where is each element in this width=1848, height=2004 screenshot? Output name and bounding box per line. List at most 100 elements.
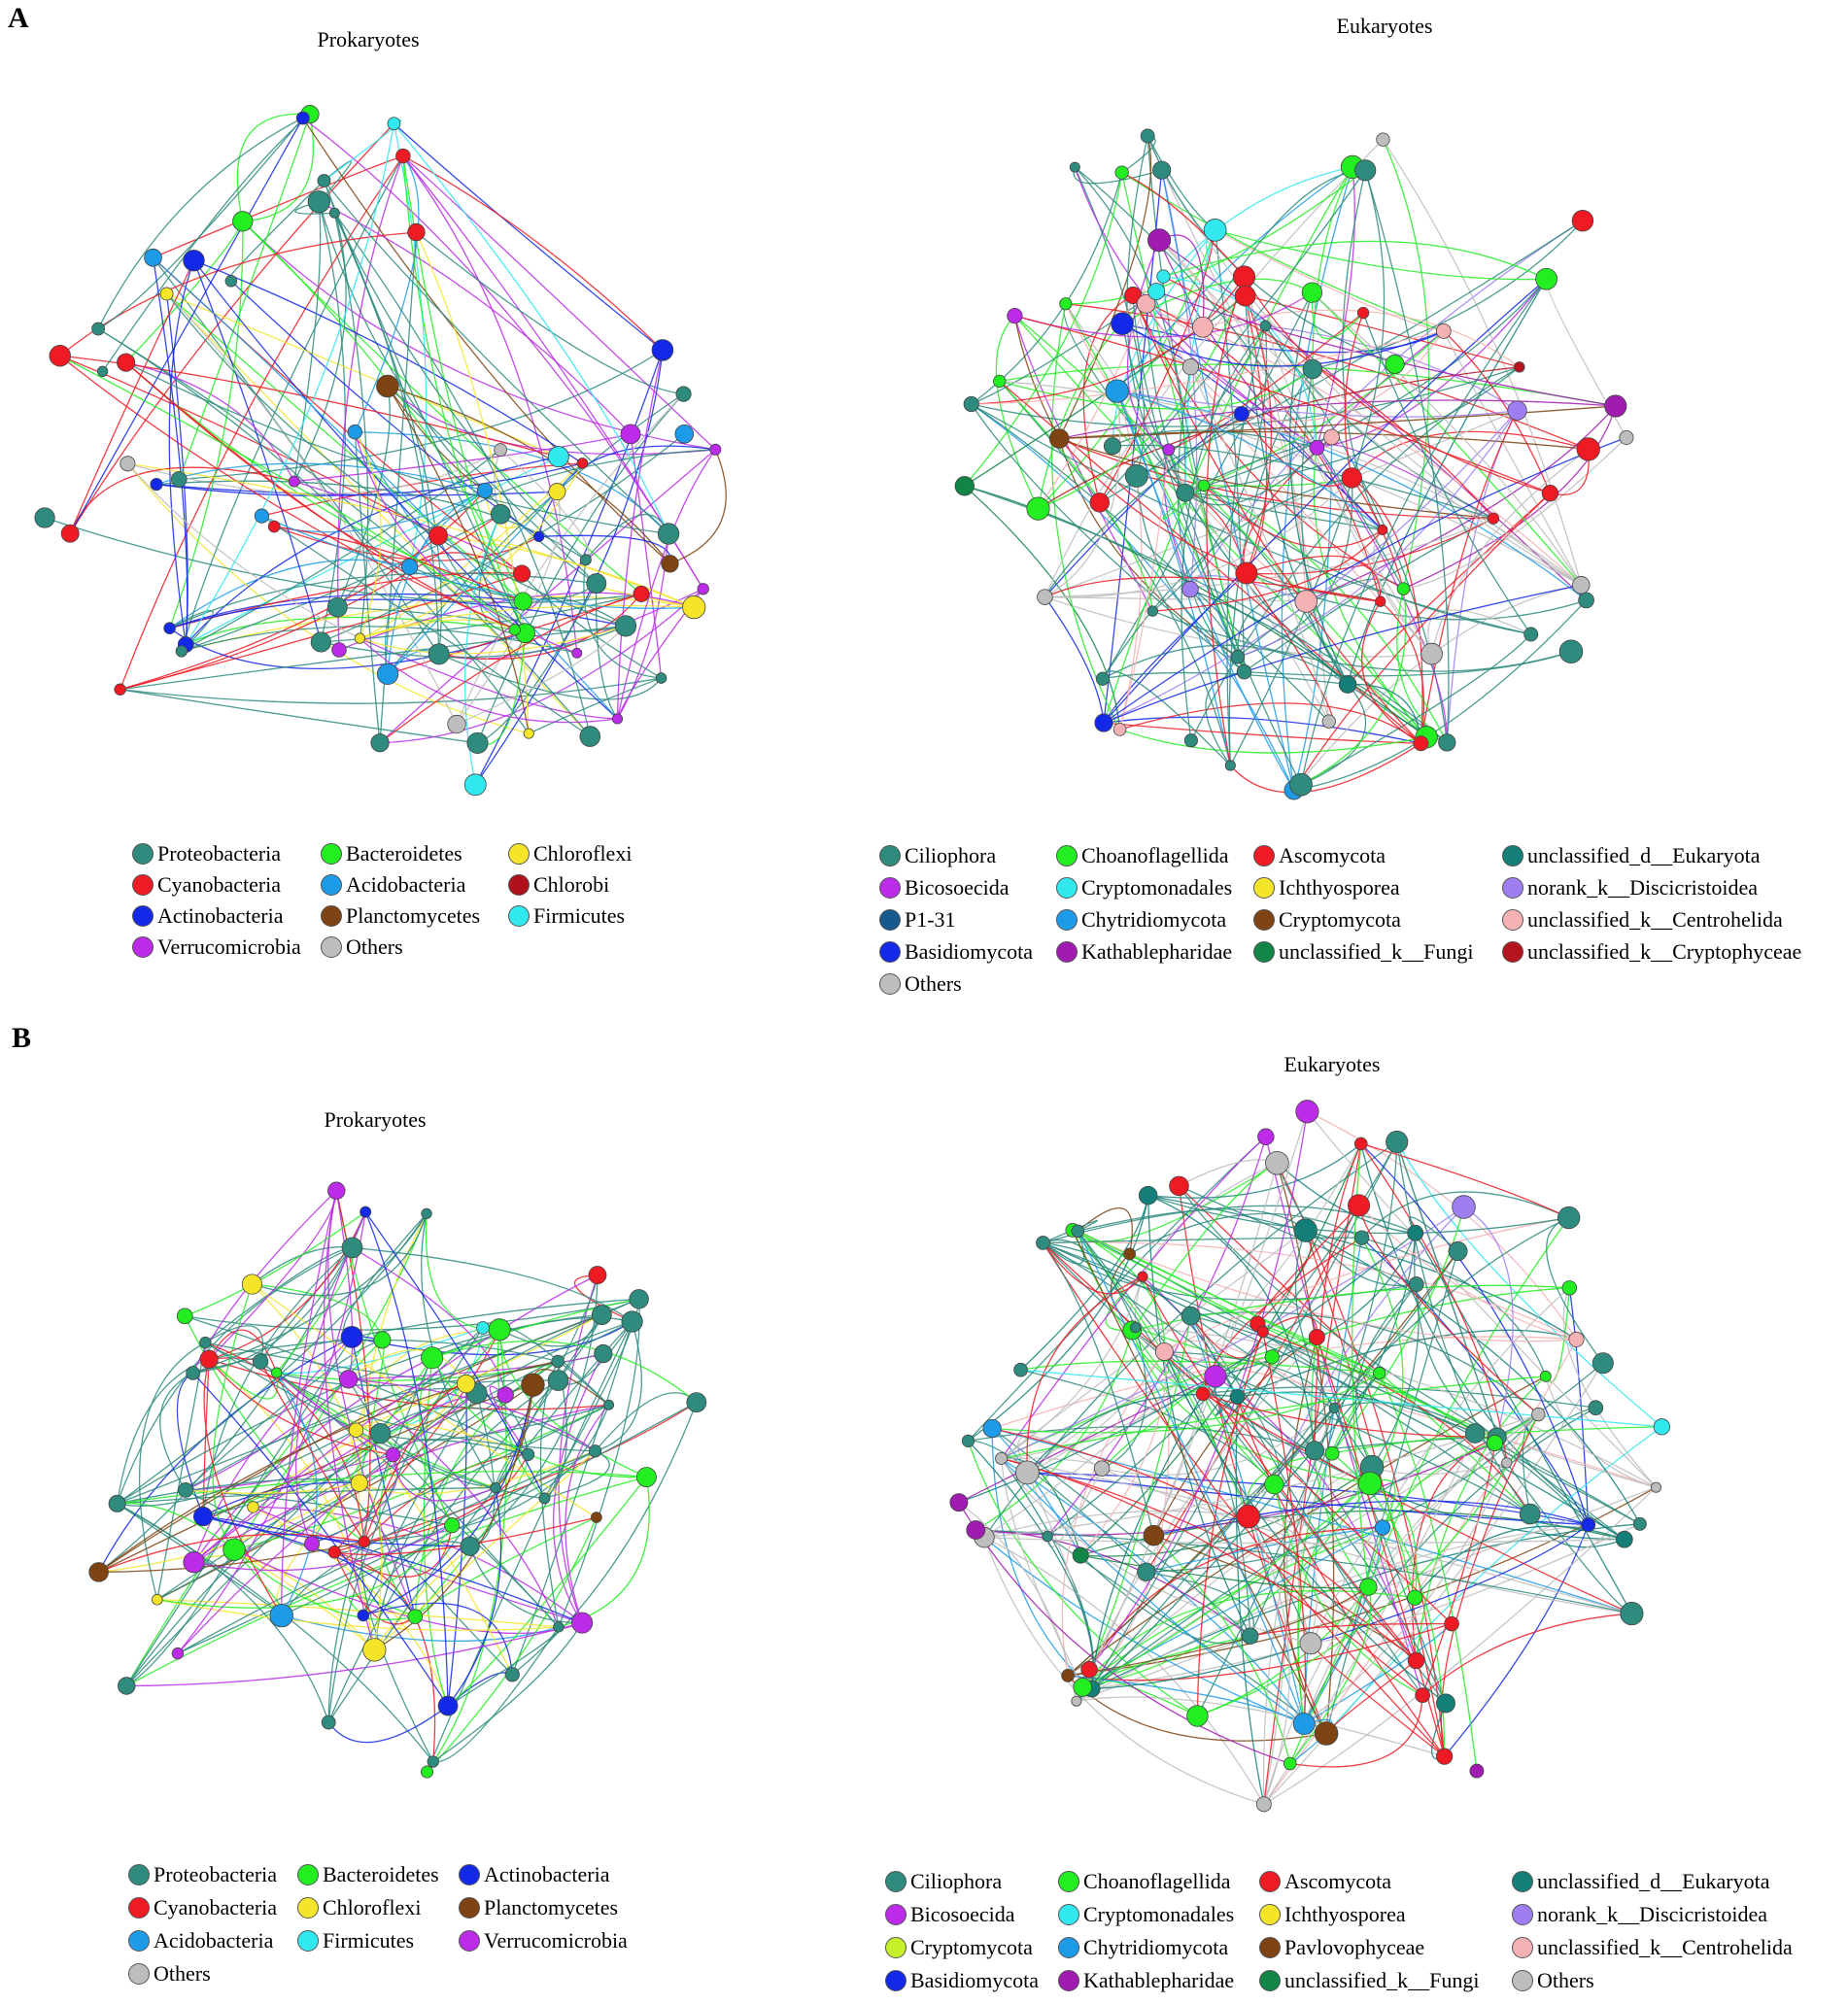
legend-a-prokaryotes: Proteobacteria Bacteroidetes Chloroflexi…	[132, 841, 657, 968]
network-node	[611, 713, 624, 725]
network-edge	[1163, 1351, 1447, 1704]
legend-item: Bacteroidetes	[321, 841, 462, 866]
network-edge	[1061, 1351, 1165, 1677]
network-node	[513, 592, 532, 611]
legend-b-eukaryotes: Ciliophora Choanoflagellida Ascomycota u…	[885, 1869, 1847, 2001]
network-edge	[426, 1321, 633, 1773]
network-node	[1094, 713, 1113, 732]
network-edge	[421, 1213, 496, 1488]
network-node	[1007, 307, 1023, 324]
network-edge	[1360, 1142, 1590, 1525]
network-edge	[156, 1599, 559, 1628]
legend-swatch	[459, 1897, 480, 1919]
network-node	[571, 1612, 594, 1634]
network-edge	[1076, 1523, 1589, 1702]
network-edge	[242, 221, 524, 602]
legend-item: norank_k__Discicristoidea	[1502, 875, 1758, 900]
network-edge	[1112, 429, 1318, 449]
legend-item: Actinobacteria	[459, 1862, 610, 1887]
network-node	[523, 728, 534, 739]
network-node	[186, 1366, 200, 1380]
network-edge	[1065, 303, 1307, 602]
legend-swatch	[1259, 1970, 1281, 1991]
legend-item: Verrucomicrobia	[132, 934, 301, 960]
network-edge	[204, 1342, 545, 1500]
legend-swatch	[1259, 1937, 1281, 1958]
network-node	[591, 1511, 602, 1523]
legend-swatch	[879, 877, 901, 899]
network-node	[982, 1418, 1002, 1439]
network-edge	[967, 1441, 1198, 1717]
network-edge	[1189, 589, 1349, 686]
network-node	[476, 482, 494, 499]
network-edges	[98, 1190, 698, 1773]
network-edge	[1042, 1242, 1155, 1536]
network-edge	[1396, 1141, 1662, 1428]
network-edge	[178, 114, 311, 480]
network-edge	[117, 1429, 357, 1507]
network-edge	[1116, 391, 1143, 730]
network-edge	[1360, 1143, 1626, 1541]
network-edge	[1421, 1613, 1632, 1696]
network-edge	[1102, 477, 1352, 680]
network-edge	[185, 456, 560, 646]
network-node	[1037, 589, 1053, 605]
network-node	[1539, 1370, 1552, 1382]
network-edge	[1263, 1486, 1657, 1805]
network-edge	[125, 361, 526, 634]
network-edge	[402, 155, 664, 351]
network-edge	[1050, 303, 1121, 730]
legend-item: Chytridiomycota	[1056, 907, 1226, 933]
network-edge	[474, 350, 664, 786]
network-edge	[125, 1476, 647, 1687]
network-edge	[1132, 295, 1246, 672]
network-node	[1487, 1434, 1504, 1451]
network-node	[1089, 493, 1110, 513]
network-edge	[1273, 1206, 1464, 1485]
network-edge	[1077, 1231, 1305, 1724]
network-node	[1124, 287, 1143, 305]
network-edge	[1303, 1407, 1596, 1724]
network-edge	[431, 1298, 639, 1359]
legend-item: Planctomycetes	[321, 903, 480, 929]
network-edge	[127, 449, 501, 494]
network-edge	[117, 1313, 602, 1505]
network-edge	[1243, 276, 1551, 494]
legend-a-eukaryotes: Ciliophora Choanoflagellida Ascomycota u…	[879, 843, 1841, 1008]
network-edge	[348, 1378, 560, 1628]
network-edge	[125, 361, 295, 482]
network-node	[357, 1609, 370, 1622]
network-node	[1181, 1306, 1201, 1326]
network-edge	[356, 1423, 529, 1455]
network-node	[340, 1326, 363, 1348]
network-node	[1591, 1352, 1614, 1375]
network-edge	[387, 386, 716, 456]
network-edge	[208, 1190, 337, 1360]
network-edge	[337, 155, 404, 651]
legend-item: Bacteroidetes	[297, 1862, 439, 1887]
network-edge	[447, 1383, 467, 1707]
legend-swatch	[1056, 909, 1078, 931]
network-node	[1304, 1441, 1325, 1461]
network-edge	[1014, 315, 1551, 494]
network-node	[966, 1520, 986, 1540]
network-node	[288, 475, 300, 488]
network-node	[1353, 1230, 1370, 1245]
network-edge	[1153, 1500, 1589, 1537]
network-edge	[352, 1246, 633, 1323]
network-edge	[1020, 1369, 1662, 1428]
network-edge	[185, 123, 395, 645]
network-edge	[185, 616, 515, 646]
network-node	[1541, 485, 1559, 502]
legend-swatch	[1056, 877, 1078, 899]
network-edge	[1091, 1141, 1398, 1689]
network-edge	[971, 330, 1444, 405]
network-node	[178, 1482, 194, 1498]
network-edge	[327, 1357, 433, 1723]
network-node	[144, 248, 162, 267]
network-edge	[1380, 600, 1425, 744]
network-edge	[1529, 1513, 1626, 1548]
network-node	[401, 558, 419, 576]
network-edge	[1120, 172, 1246, 672]
network-node	[1415, 1687, 1430, 1704]
